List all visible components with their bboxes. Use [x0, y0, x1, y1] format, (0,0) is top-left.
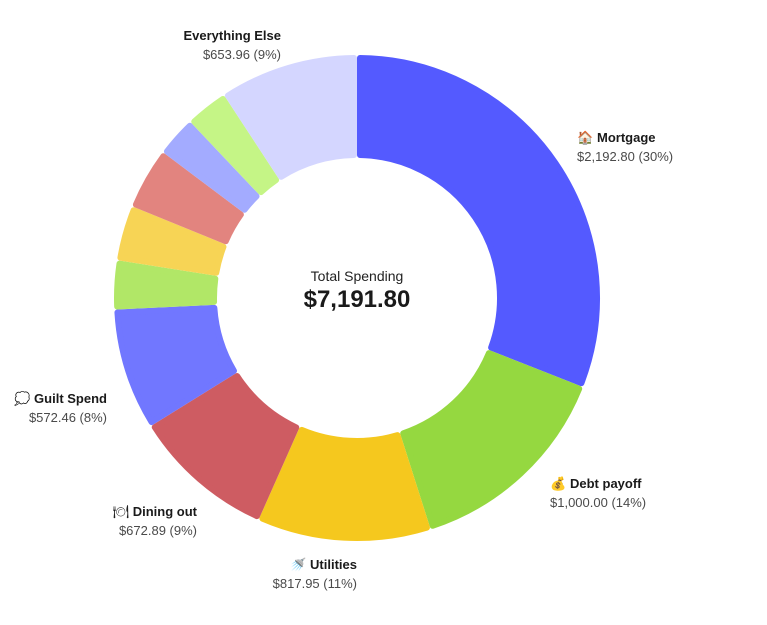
donut-slice[interactable]	[163, 122, 260, 213]
donut-slice-everything-else[interactable]	[224, 55, 357, 180]
thought-bubble-icon: 💭	[14, 391, 31, 406]
label-utilities[interactable]: 🚿 Utilities $817.95 (11%)	[272, 557, 357, 591]
donut-slice-debt-payoff[interactable]	[400, 350, 583, 529]
total-spending-value: $7,191.80	[303, 286, 411, 313]
label-everything-else[interactable]: Everything Else $653.96 (9%)	[183, 28, 281, 62]
shower-icon: 🚿	[290, 557, 307, 572]
label-debt-payoff[interactable]: 💰 Debt payoff $1,000.00 (14%)	[550, 476, 647, 510]
label-guilt-spend[interactable]: 💭 Guilt Spend $572.46 (8%)	[14, 391, 107, 425]
donut-slice[interactable]	[114, 260, 219, 310]
house-icon: 🏠	[577, 130, 594, 145]
donut-slice-mortgage[interactable]	[357, 55, 600, 387]
donut-slice[interactable]	[132, 153, 244, 245]
center-title: Total Spending	[310, 268, 404, 284]
donut-slice-utilities[interactable]	[259, 426, 430, 541]
label-dining-out[interactable]: 🍽 Dining out $672.89 (9%)	[112, 504, 197, 538]
money-bag-icon: 💰	[550, 476, 567, 491]
label-mortgage[interactable]: 🏠 Mortgage $2,192.80 (30%)	[577, 130, 674, 164]
donut-slice[interactable]	[117, 207, 227, 276]
plate-icon: 🍽	[112, 504, 130, 519]
donut-slice[interactable]	[191, 95, 280, 196]
donut-slice-guilt-spend[interactable]	[114, 304, 237, 426]
donut-slice-dining-out[interactable]	[151, 372, 300, 520]
